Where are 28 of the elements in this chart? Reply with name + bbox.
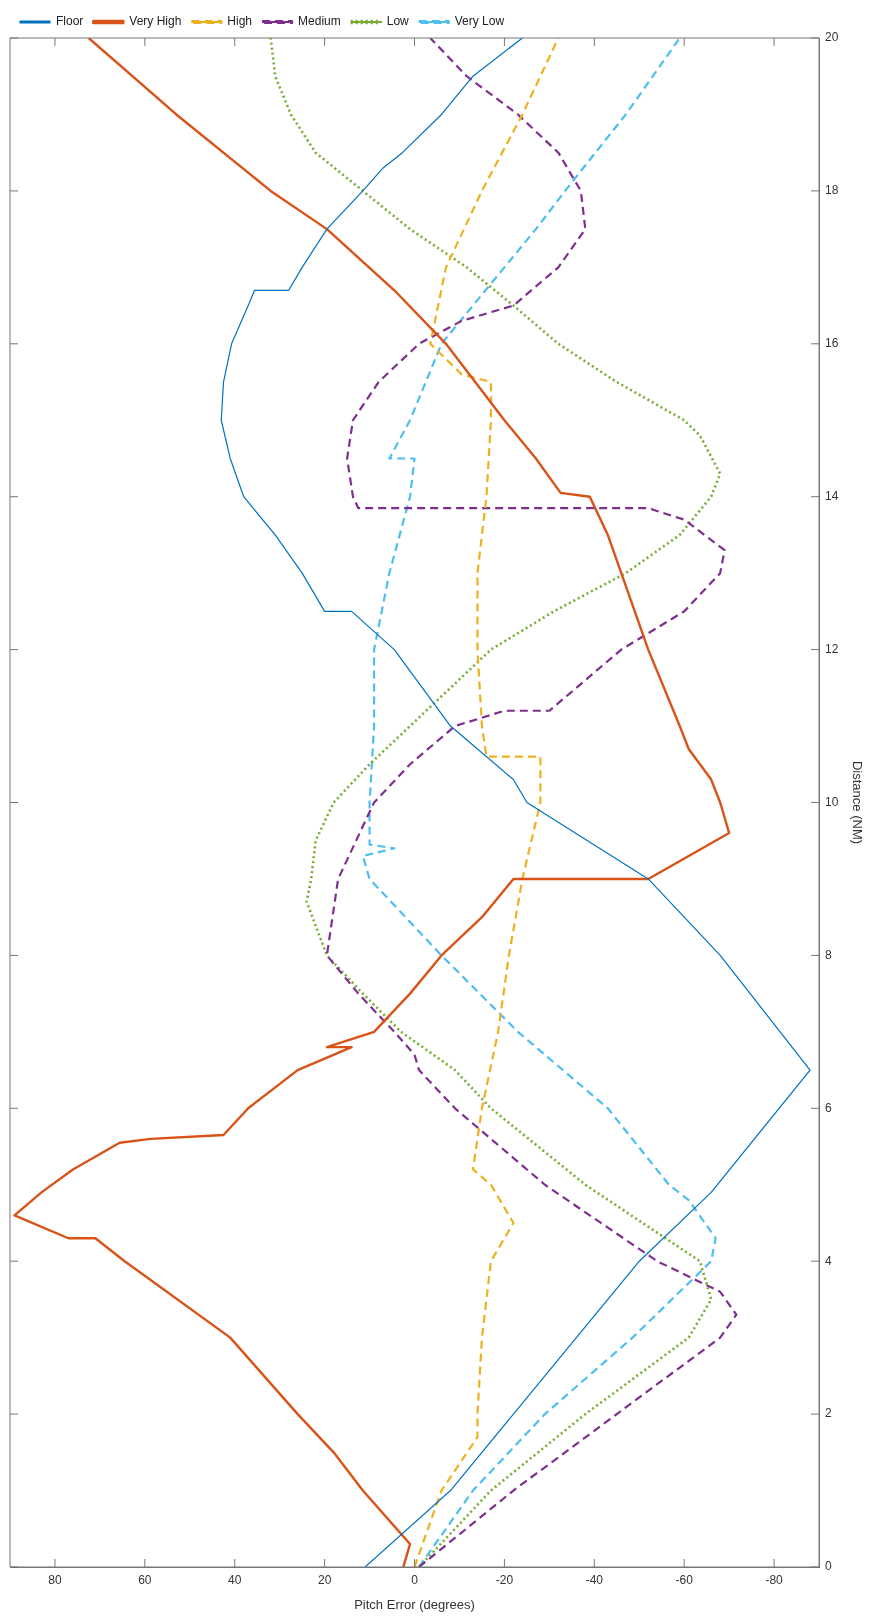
y-tick-label: 2 <box>825 1406 833 1421</box>
legend-label: Floor <box>56 14 84 29</box>
x-tick-label: -40 <box>585 1572 604 1587</box>
y-tick-label: 4 <box>825 1253 833 1268</box>
y-tick-label: 10 <box>825 794 839 809</box>
x-tick-label: 0 <box>411 1572 419 1587</box>
legend-label: Medium <box>298 14 341 29</box>
y-tick-label: 12 <box>825 641 839 656</box>
y-tick-label: 0 <box>825 1559 833 1574</box>
x-tick-label: -80 <box>765 1572 784 1587</box>
x-axis-title: Pitch Error (degrees) <box>354 1596 475 1612</box>
y-tick-label: 8 <box>825 947 833 962</box>
y-tick-label: 6 <box>825 1100 833 1115</box>
x-tick-label: 20 <box>317 1572 332 1587</box>
y-tick-label: 18 <box>825 183 839 198</box>
y-tick-label: 20 <box>825 30 839 45</box>
x-tick-label: -60 <box>675 1572 694 1587</box>
x-tick-label: 80 <box>48 1572 62 1587</box>
x-tick-label: 40 <box>228 1572 242 1587</box>
legend-label: High <box>227 14 253 29</box>
y-tick-label: 16 <box>825 336 839 351</box>
legend-label: Low <box>386 14 410 29</box>
legend-label: Very High <box>129 14 182 29</box>
y-axis-title: Distance (NM) <box>849 760 865 845</box>
legend-label: Very Low <box>454 14 505 29</box>
x-tick-label: -20 <box>495 1572 514 1587</box>
y-tick-label: 14 <box>825 489 839 504</box>
x-tick-label: 60 <box>138 1572 152 1587</box>
